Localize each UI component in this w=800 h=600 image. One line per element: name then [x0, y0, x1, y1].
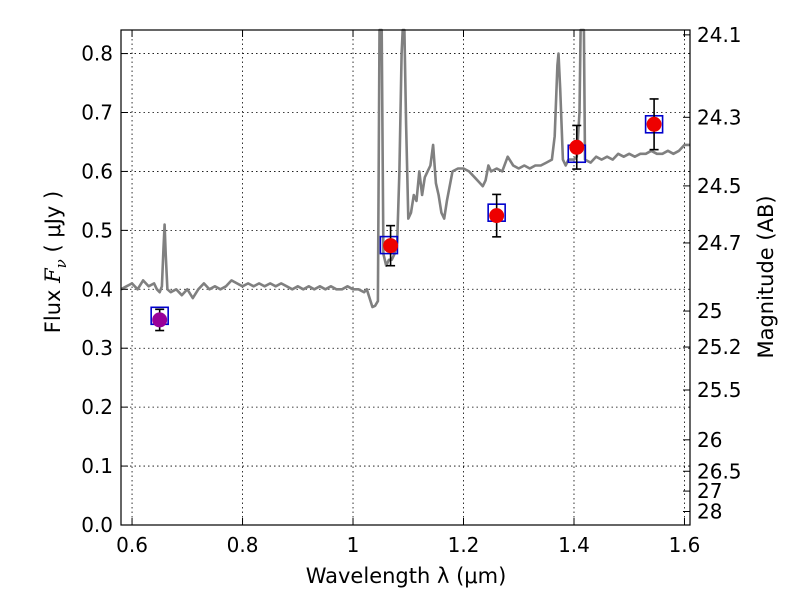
y-axis-title: Flux Fν ( μJy ): [41, 191, 70, 333]
right-tick-label: 25: [697, 299, 722, 323]
y-tick-label: 0.6: [81, 159, 113, 183]
right-tick-label: 28: [697, 500, 722, 524]
y-tick-label: 0.7: [81, 101, 113, 125]
photometry-point: [152, 312, 168, 328]
y-tick-label: 0.8: [81, 42, 113, 66]
y-tick-label: 0.0: [81, 513, 113, 537]
ticks: [121, 30, 690, 526]
photometry-point: [489, 208, 505, 224]
photometry-point: [383, 238, 399, 254]
right-tick-label: 26.5: [697, 459, 742, 483]
photometry-point: [569, 139, 585, 155]
markers-layer: [150, 98, 664, 332]
y-tick-label: 0.1: [81, 454, 113, 478]
x-tick-label: 1.6: [669, 533, 701, 557]
right-tick-label: 24.5: [697, 174, 742, 198]
right-tick-label: 24.7: [697, 231, 742, 255]
plot-frame: [120, 29, 691, 526]
x-tick-label: 1.2: [448, 533, 480, 557]
x-tick-labels: 0.6 0.8 1 1.2 1.4 1.6: [116, 533, 700, 557]
right-axis-title: Magnitude (AB): [754, 195, 778, 358]
y-tick-labels: 0.0 0.1 0.2 0.3 0.4 0.5 0.6 0.7 0.8: [81, 42, 113, 537]
y-tick-label: 0.4: [81, 277, 113, 301]
spectrum-layer: [120, 28, 690, 309]
photometry-point: [646, 116, 662, 132]
right-tick-label: 24.1: [697, 23, 742, 47]
x-tick-label: 0.8: [227, 533, 259, 557]
y-tick-label: 0.3: [81, 336, 113, 360]
y-tick-label: 0.5: [81, 218, 113, 242]
y-tick-label: 0.2: [81, 395, 113, 419]
x-axis-title: Wavelength λ (μm): [306, 564, 507, 588]
x-tick-label: 1: [347, 533, 360, 557]
x-tick-label: 0.6: [116, 533, 148, 557]
right-tick-label: 25.5: [697, 378, 742, 402]
right-tick-label: 27: [697, 479, 722, 503]
right-tick-label: 25.2: [697, 335, 742, 359]
spectrum-line: [120, 28, 690, 309]
right-tick-label: 26: [697, 428, 722, 452]
right-tick-label: 24.3: [697, 105, 742, 129]
x-tick-label: 1.4: [558, 533, 590, 557]
